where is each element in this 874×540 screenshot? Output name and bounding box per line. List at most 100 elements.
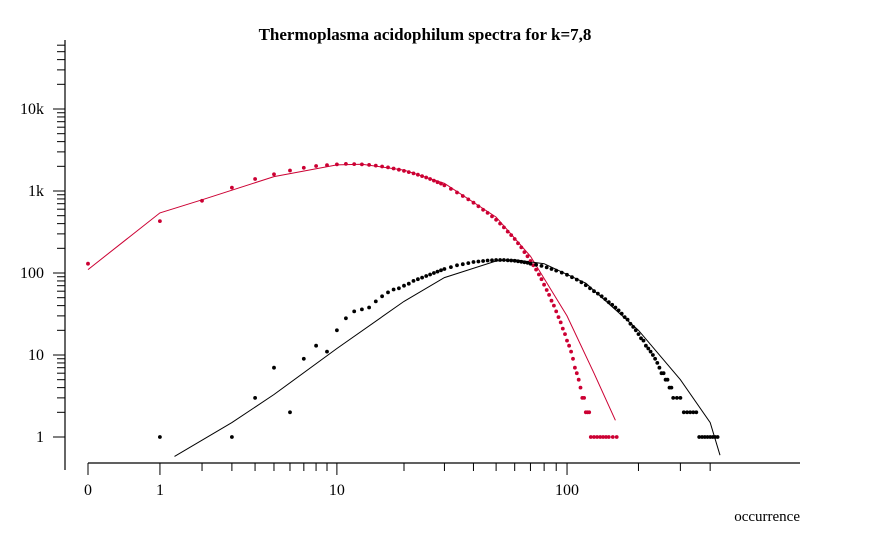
data-point: [569, 349, 573, 354]
data-point: [498, 221, 502, 226]
data-point: [560, 326, 565, 331]
data-point: [519, 259, 524, 264]
data-point: [380, 294, 384, 299]
fit-line-1: [174, 259, 721, 457]
data-point: [646, 346, 651, 351]
data-point: [428, 272, 432, 277]
data-point: [565, 272, 569, 277]
data-point: [628, 321, 633, 326]
data-point: [528, 261, 533, 266]
data-point: [373, 163, 378, 168]
data-point: [435, 180, 440, 185]
data-point: [476, 204, 481, 209]
data-point: [314, 343, 318, 348]
data-point: [595, 435, 599, 439]
data-point: [549, 298, 554, 303]
data-point: [599, 294, 604, 299]
data-point: [442, 183, 447, 188]
x-tick-label: 100: [555, 482, 579, 499]
y-tick-label: 1: [36, 429, 44, 446]
data-point: [397, 167, 401, 172]
data-point: [411, 279, 416, 283]
data-point: [439, 268, 443, 273]
data-point: [606, 435, 611, 439]
data-point: [490, 258, 494, 263]
data-point: [288, 410, 292, 415]
data-point: [253, 177, 257, 181]
data-point: [613, 305, 618, 310]
data-point: [505, 258, 510, 263]
data-point: [622, 315, 627, 319]
data-point: [455, 263, 459, 268]
data-point: [574, 371, 579, 376]
data-point: [648, 349, 653, 354]
data-point: [544, 288, 549, 292]
data-point: [402, 169, 406, 173]
data-point: [537, 272, 541, 277]
data-point: [471, 200, 476, 205]
data-point: [657, 365, 662, 370]
data-point: [544, 265, 549, 270]
data-point: [416, 172, 420, 177]
data-point: [639, 336, 643, 341]
data-point: [253, 396, 257, 400]
data-point: [386, 165, 390, 170]
y-tick-label: 10k: [20, 101, 44, 118]
data-point: [335, 328, 339, 333]
data-point: [391, 166, 396, 171]
data-point: [471, 260, 476, 264]
data-point: [596, 291, 600, 296]
fit-lines: [87, 163, 721, 457]
data-point: [571, 356, 575, 361]
data-point: [424, 175, 429, 180]
data-point: [525, 254, 530, 259]
data-point: [476, 259, 481, 264]
data-point: [522, 260, 527, 265]
data-point: [525, 260, 530, 265]
data-point: [661, 371, 666, 376]
data-point: [539, 264, 544, 268]
data-point: [587, 410, 592, 415]
data-point: [552, 303, 556, 308]
data-point: [402, 283, 406, 288]
chart-title: Thermoplasma acidophilum spectra for k=7…: [259, 25, 592, 44]
data-point: [653, 356, 657, 361]
data-point: [567, 343, 571, 348]
data-point: [604, 435, 608, 439]
data-point: [505, 229, 510, 234]
data-point: [554, 309, 559, 314]
data-point: [669, 385, 674, 390]
data-point: [502, 225, 506, 230]
data-point: [325, 163, 329, 168]
data-point: [671, 396, 676, 400]
data-point: [644, 343, 648, 348]
data-point: [616, 308, 621, 313]
data-point: [411, 171, 416, 176]
data-point: [606, 300, 611, 305]
data-point: [367, 305, 371, 310]
data-point: [603, 297, 608, 301]
data-point: [416, 277, 420, 282]
data-point: [641, 338, 646, 343]
data-point: [610, 302, 615, 307]
data-point: [516, 259, 520, 264]
data-point: [314, 164, 318, 168]
data-point: [554, 268, 559, 273]
data-point: [583, 283, 588, 288]
data-point: [485, 258, 490, 263]
data-point: [460, 262, 465, 267]
data-point: [558, 320, 563, 325]
data-point: [542, 282, 546, 287]
data-points: [86, 162, 720, 439]
data-point: [573, 365, 577, 370]
data-point: [86, 261, 90, 266]
y-tick-label: 1k: [28, 183, 44, 200]
data-point: [439, 181, 443, 186]
data-point: [700, 435, 704, 439]
data-point: [301, 165, 306, 170]
data-point: [556, 315, 561, 319]
data-point: [565, 338, 569, 343]
data-point: [592, 435, 596, 439]
data-point: [574, 277, 579, 282]
data-point: [601, 435, 605, 439]
